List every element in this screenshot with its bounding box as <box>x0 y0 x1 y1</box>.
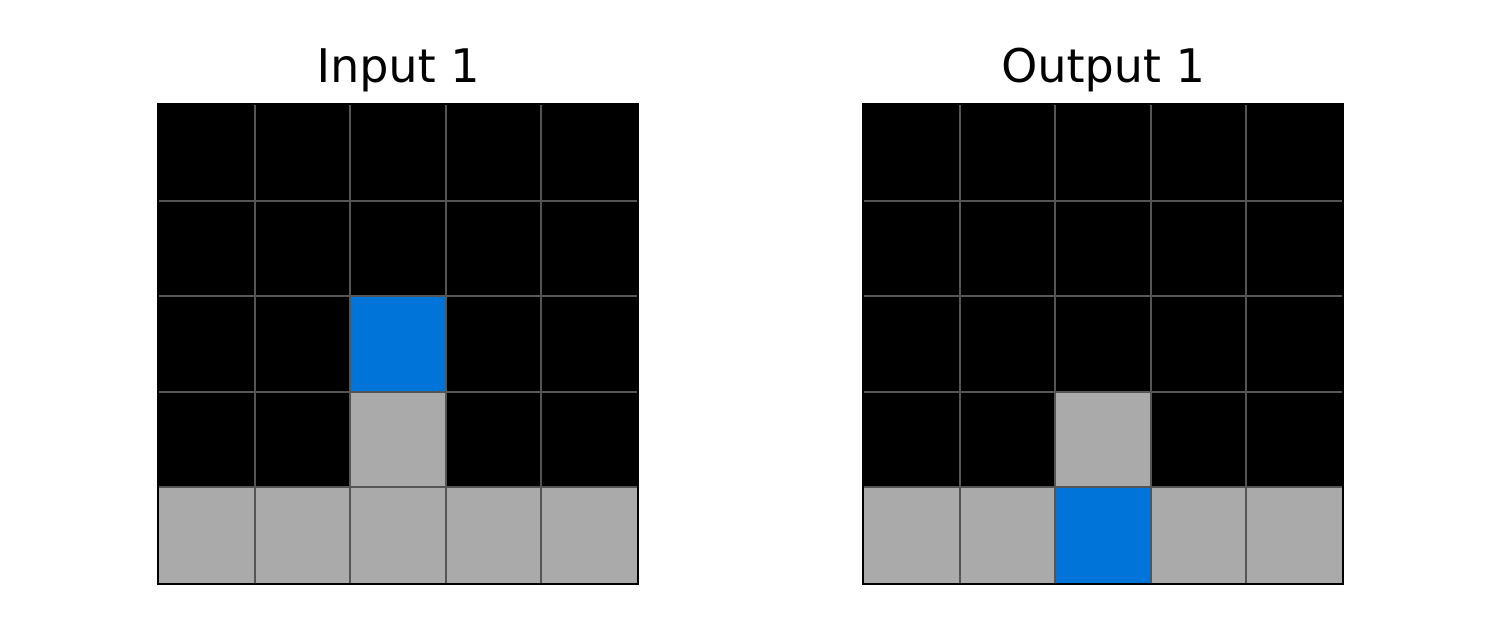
output-cell-r1-c1 <box>959 200 1056 297</box>
input-cell-r0-c2 <box>350 105 446 201</box>
input-cell-r1-c3 <box>445 200 542 297</box>
input-cell-r2-c2 <box>350 296 446 392</box>
input-title: Input 1 <box>316 39 480 93</box>
input-cell-r2-c0 <box>159 296 255 392</box>
output-cell-r3-c1 <box>959 391 1056 488</box>
input-cell-r3-c1 <box>254 391 351 488</box>
output-cell-r3-c3 <box>1150 391 1247 488</box>
output-cell-r2-c4 <box>1246 296 1342 392</box>
output-cell-r2-c2 <box>1055 296 1151 392</box>
input-cell-r2-c1 <box>254 296 351 392</box>
output-cell-r2-c0 <box>864 296 960 392</box>
output-grid <box>862 103 1344 585</box>
output-cell-r3-c2 <box>1055 391 1151 488</box>
output-cell-r0-c4 <box>1246 105 1342 201</box>
output-cell-r4-c3 <box>1150 487 1247 583</box>
input-panel: Input 1 <box>157 0 639 629</box>
output-cell-r0-c3 <box>1150 105 1247 201</box>
input-cell-r1-c2 <box>350 200 446 297</box>
input-cell-r0-c3 <box>445 105 542 201</box>
output-cell-r2-c1 <box>959 296 1056 392</box>
input-cell-r3-c0 <box>159 391 255 488</box>
input-cell-r3-c4 <box>541 391 637 488</box>
input-cell-r4-c2 <box>350 487 446 583</box>
input-cell-r3-c2 <box>350 391 446 488</box>
output-cell-r4-c0 <box>864 487 960 583</box>
input-cell-r0-c4 <box>541 105 637 201</box>
input-cell-r4-c0 <box>159 487 255 583</box>
input-cell-r0-c1 <box>254 105 351 201</box>
output-cell-r2-c3 <box>1150 296 1247 392</box>
output-cell-r4-c2 <box>1055 487 1151 583</box>
output-cell-r3-c4 <box>1246 391 1342 488</box>
output-cell-r1-c3 <box>1150 200 1247 297</box>
output-cell-r1-c2 <box>1055 200 1151 297</box>
input-cell-r3-c3 <box>445 391 542 488</box>
output-cell-r0-c0 <box>864 105 960 201</box>
output-cell-r0-c2 <box>1055 105 1151 201</box>
input-cell-r1-c0 <box>159 200 255 297</box>
output-panel: Output 1 <box>862 0 1344 629</box>
input-cell-r1-c4 <box>541 200 637 297</box>
input-cell-r1-c1 <box>254 200 351 297</box>
input-cell-r4-c4 <box>541 487 637 583</box>
output-cell-r1-c4 <box>1246 200 1342 297</box>
input-cell-r0-c0 <box>159 105 255 201</box>
input-cell-r4-c3 <box>445 487 542 583</box>
output-cell-r0-c1 <box>959 105 1056 201</box>
input-cell-r2-c4 <box>541 296 637 392</box>
input-cell-r4-c1 <box>254 487 351 583</box>
output-cell-r3-c0 <box>864 391 960 488</box>
input-grid <box>157 103 639 585</box>
output-cell-r4-c1 <box>959 487 1056 583</box>
output-cell-r4-c4 <box>1246 487 1342 583</box>
output-title: Output 1 <box>1001 39 1205 93</box>
input-cell-r2-c3 <box>445 296 542 392</box>
output-cell-r1-c0 <box>864 200 960 297</box>
